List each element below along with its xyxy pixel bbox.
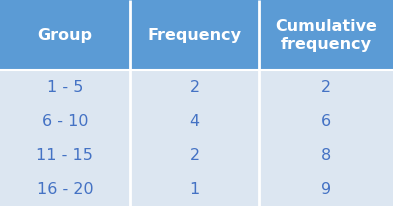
Text: Group: Group — [37, 28, 92, 42]
Text: 2: 2 — [321, 80, 331, 95]
Text: 2: 2 — [189, 147, 200, 163]
Text: 11 - 15: 11 - 15 — [37, 147, 93, 163]
Bar — [0, 0, 130, 70]
Text: 6 - 10: 6 - 10 — [42, 114, 88, 129]
Text: 4: 4 — [189, 114, 200, 129]
Text: 1: 1 — [189, 181, 200, 197]
Text: 16 - 20: 16 - 20 — [37, 181, 93, 197]
Text: 6: 6 — [321, 114, 331, 129]
Text: Cumulative
frequency: Cumulative frequency — [275, 19, 377, 52]
Bar — [259, 0, 393, 70]
Text: Frequency: Frequency — [147, 28, 242, 42]
Text: 8: 8 — [321, 147, 331, 163]
Text: 1 - 5: 1 - 5 — [47, 80, 83, 95]
Text: 2: 2 — [189, 80, 200, 95]
Bar — [0, 70, 393, 206]
Bar — [130, 0, 259, 70]
Text: 9: 9 — [321, 181, 331, 197]
